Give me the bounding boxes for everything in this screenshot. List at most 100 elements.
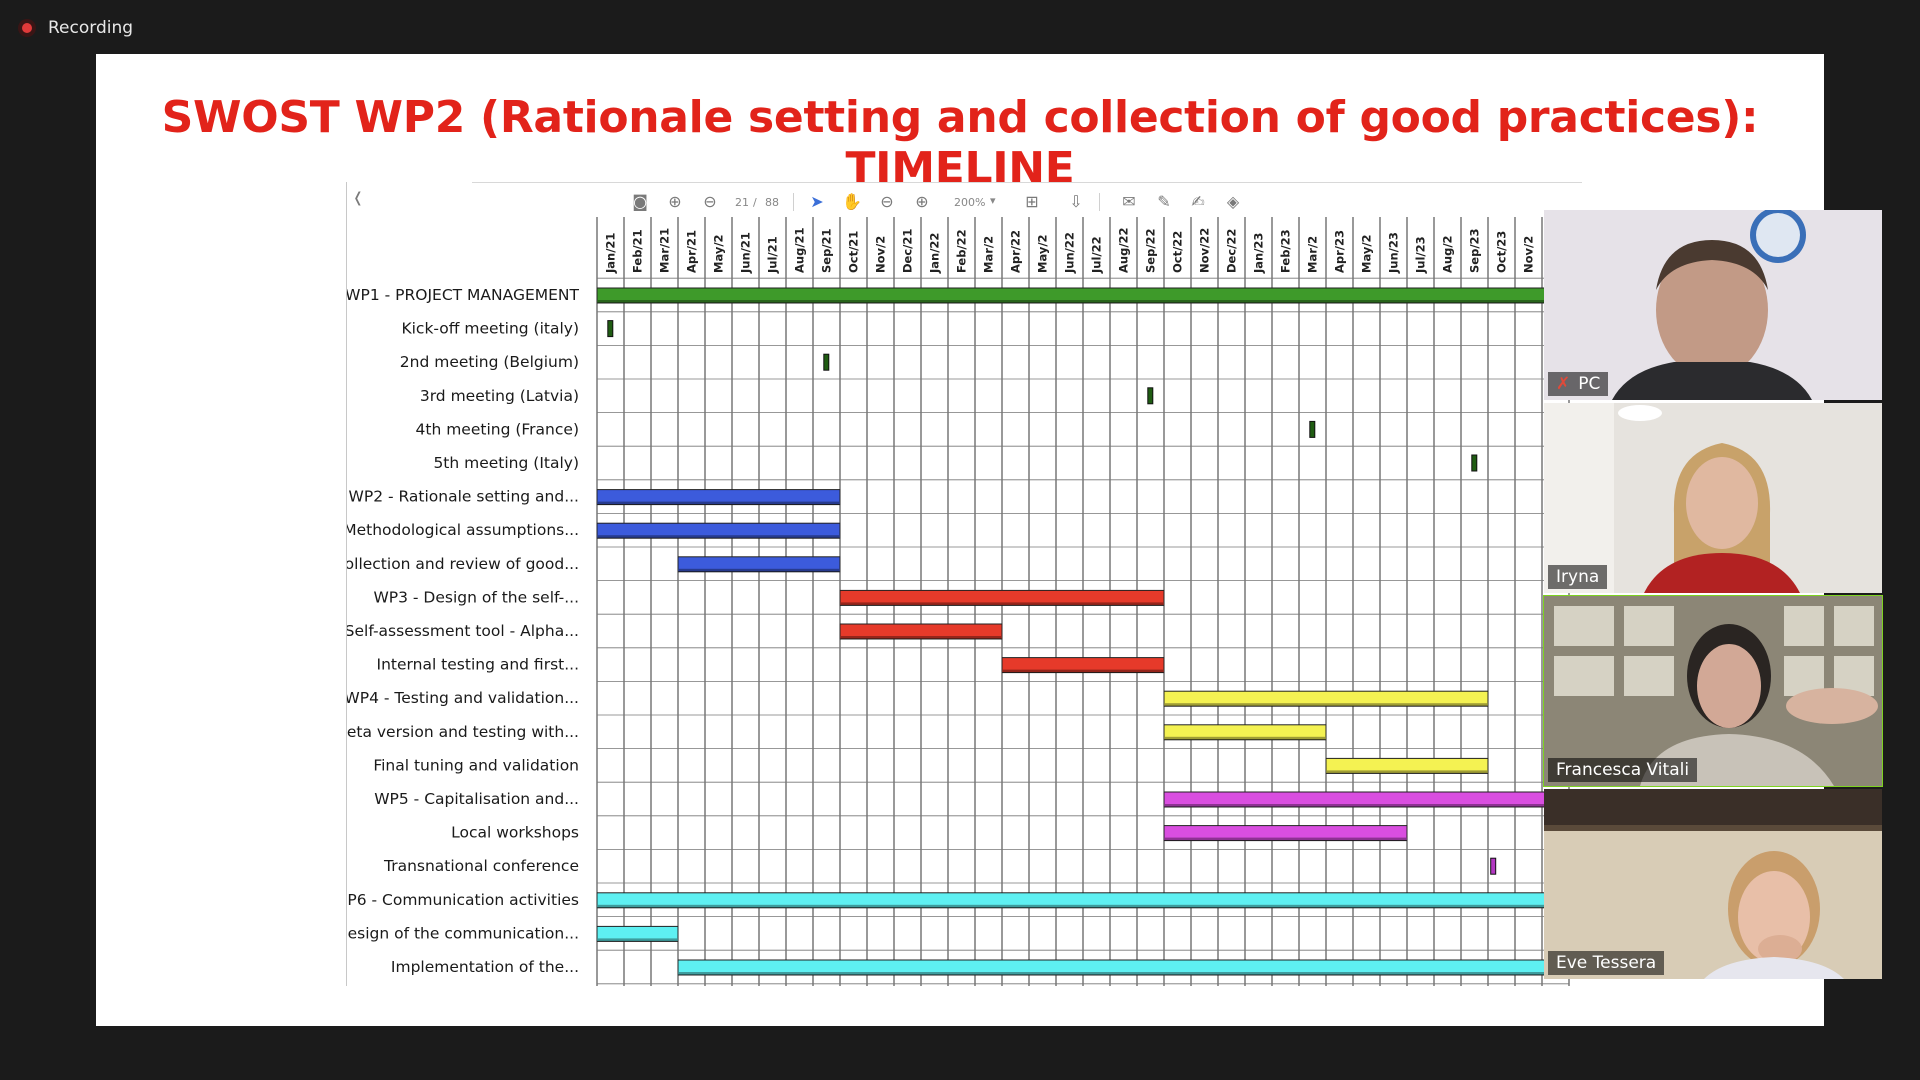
gantt-task-label: Collection and review of good... [347,555,579,573]
muted-mic-icon: ✗ [1556,374,1571,394]
zoom-out-icon[interactable]: ⊖ [880,192,894,211]
sign-icon[interactable]: ✍ [1191,192,1205,211]
gantt-month-label: Nov/2 [1522,236,1536,273]
toolbar-separator [793,193,794,211]
gantt-bar-shadow [1165,804,1568,807]
pdf-viewer-toolbar: ❬ ◙ ⊕ ⊖ 21 / 88 ➤ ✋ ⊖ ⊕ 200% ▾ ⊞ ⇩ ✉ ✎ ✍ [347,183,1612,221]
gantt-month-label: Sep/23 [1468,228,1482,273]
highlight-pen-icon[interactable]: ✎ [1157,192,1171,211]
shared-screen-slide: SWOST WP2 (Rationale setting and collect… [96,54,1824,1026]
participant-tile-francesca-vitali[interactable]: Francesca Vitali [1543,595,1883,787]
slide-title: SWOST WP2 (Rationale setting and collect… [161,92,1759,194]
gantt-bar [1163,724,1327,741]
gantt-screenshot: ❬ ◙ ⊕ ⊖ 21 / 88 ➤ ✋ ⊖ ⊕ 200% ▾ ⊞ ⇩ ✉ ✎ ✍ [346,182,1612,986]
participant-name: Eve Tessera [1556,953,1657,973]
scroll-mode-icon[interactable]: ⇩ [1069,192,1083,211]
gantt-bar-shadow [1003,669,1163,673]
gantt-month-label: Jan/21 [604,233,618,274]
gantt-month-label: Feb/22 [955,229,969,273]
participant-name: Iryna [1556,567,1600,587]
gantt-bar-shadow [1165,736,1325,740]
participant-name: Francesca Vitali [1556,760,1690,780]
recording-indicator[interactable]: Recording [18,18,133,38]
gantt-month-label: Dec/21 [901,229,915,273]
gantt-bar [1163,690,1489,707]
gantt-bar [596,925,679,942]
gantt-task-label: WP1 - PROJECT MANAGEMENT [347,286,580,304]
participant-nameplate: Francesca Vitali [1548,758,1698,782]
gantt-task-label: WP2 - Rationale setting and... [349,488,579,506]
zoom-dropdown-icon[interactable]: ▾ [990,194,996,207]
page-current[interactable]: 21 [735,196,749,209]
gantt-bar [596,489,841,506]
gantt-bar [839,589,1165,606]
gantt-month-label: Sep/22 [1144,228,1158,273]
gantt-month-label: Apr/22 [1009,230,1023,273]
gantt-month-label: Mar/2 [1306,236,1320,273]
recording-label: Recording [48,18,134,38]
camera-icon[interactable]: ◙ [632,192,648,211]
gantt-task-label: Beta version and testing with... [347,723,579,741]
gantt-month-label: Oct/23 [1495,231,1509,273]
participant-video [1544,403,1882,593]
participant-tile-pc[interactable]: ✗ PC [1544,210,1882,400]
arrow-up-icon[interactable]: ⊕ [668,192,682,211]
fit-page-icon[interactable]: ⊞ [1025,192,1039,211]
participant-name: PC [1578,374,1601,394]
arrow-down-icon[interactable]: ⊖ [703,192,717,211]
gantt-task-label: Transnational conference [383,857,579,875]
gantt-bar-shadow [598,535,839,539]
select-pointer-icon[interactable]: ➤ [810,192,824,211]
hand-tool-icon[interactable]: ✋ [842,192,862,211]
gantt-task-label: Design of the communication... [347,924,579,942]
gantt-task-label: Kick-off meeting (italy) [401,320,579,338]
gantt-task-label: Self-assessment tool - Alpha... [347,622,579,640]
gantt-bar-shadow [841,636,1001,639]
participant-video [1544,210,1882,400]
gantt-bar-shadow [679,972,1568,975]
gantt-month-label: Mar/2 [982,236,996,273]
gantt-bar [1001,657,1165,674]
gantt-month-label: Jul/22 [1090,236,1104,274]
gantt-month-label: Nov/22 [1198,228,1212,273]
gantt-bar [596,522,841,539]
comment-icon[interactable]: ✉ [1122,192,1136,211]
gantt-bar-shadow [598,938,677,942]
gantt-bar [1163,825,1408,842]
page-total: 88 [765,196,779,209]
gantt-month-label: Jan/22 [928,233,942,274]
participant-tile-iryna[interactable]: Iryna [1544,403,1882,593]
participant-nameplate: ✗ PC [1548,372,1609,396]
gantt-month-label: May/2 [1360,234,1374,273]
gantt-task-label: Methodological assumptions... [347,521,579,539]
zoom-level[interactable]: 200% [954,196,986,209]
participant-nameplate: Eve Tessera [1548,951,1665,975]
gantt-month-label: May/2 [712,234,726,273]
gantt-month-label: Apr/23 [1333,230,1347,273]
gantt-month-label: Feb/21 [631,229,645,273]
gantt-bar-shadow [598,904,1568,908]
gantt-bar-shadow [598,501,839,505]
gantt-month-label: Feb/23 [1279,229,1293,273]
gantt-task-label: 5th meeting (Italy) [433,454,579,472]
participant-video [1544,789,1882,979]
gantt-month-label: Sep/21 [820,228,834,273]
gantt-task-label: WP4 - Testing and validation... [347,689,579,707]
gantt-month-label: Mar/21 [658,228,672,273]
participant-tile-eve-tessera[interactable]: Eve Tessera [1544,789,1882,979]
zoom-in-icon[interactable]: ⊕ [915,192,929,211]
gantt-month-label: Apr/21 [685,230,699,273]
tag-icon[interactable]: ◈ [1226,192,1240,211]
gantt-chart: Jan/21 Feb/21 Mar/21 Apr/21 May/2 Jun/21 Jul/2… [347,217,1570,986]
gantt-task-label: 2nd meeting (Belgium) [400,353,579,371]
toolbar-separator [1099,193,1100,211]
gantt-task-label: 4th meeting (France) [416,420,579,438]
gantt-bar [839,623,1003,640]
gantt-milestone [823,353,830,371]
gantt-month-label: Aug/22 [1117,227,1131,273]
gantt-bar-shadow [679,568,839,572]
gantt-month-label: Dec/22 [1225,229,1239,273]
gantt-task-label: Local workshops [451,824,579,842]
gantt-milestone [1147,387,1154,405]
